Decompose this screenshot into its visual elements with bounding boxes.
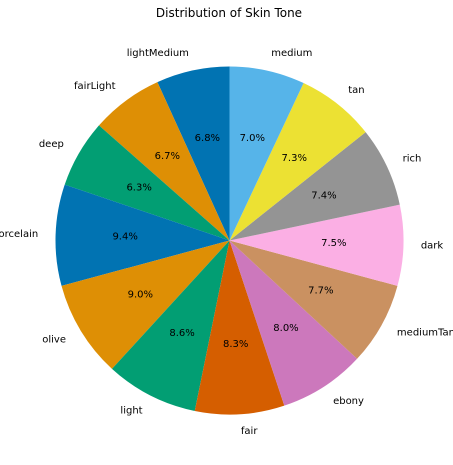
chart-title: Distribution of Skin Tone [156,6,302,20]
pie-slice-fair [194,240,285,415]
percent-label-deep: 6.3% [126,183,151,194]
pie-slice-deep [64,125,230,241]
category-label-fair: fair [241,426,258,437]
pie-slices [55,66,404,415]
category-label-lightMedium: lightMedium [127,48,189,59]
category-label-mediumTan: mediumTan [397,328,453,339]
pie-slice-dark [229,204,404,286]
percent-label-ebony: 8.0% [273,323,298,334]
category-label-olive: olive [42,334,66,345]
category-label-rich: rich [403,154,422,165]
pie-slice-mediumTan [229,240,398,359]
percent-label-medium: 7.0% [240,133,265,144]
category-label-tan: tan [348,85,364,96]
pie-slice-ebony [229,240,358,406]
pie-slice-fairLight [98,82,230,241]
category-label-dark: dark [421,240,444,251]
pie-slice-light [111,240,230,411]
pie-slice-medium [229,66,304,241]
pie-slice-porcelain [55,184,230,286]
percent-label-dark: 7.5% [321,238,346,249]
percent-label-porcelain: 9.4% [112,232,137,243]
percent-label-fair: 8.3% [223,339,248,350]
category-label-fairLight: fairLight [74,81,116,92]
percent-label-olive: 9.0% [128,289,153,300]
percent-label-light: 8.6% [169,328,194,339]
percent-label-lightMedium: 6.8% [195,133,220,144]
pie-slice-rich [229,132,400,241]
category-label-ebony: ebony [333,396,364,407]
percent-label-fairLight: 6.7% [155,151,180,162]
category-label-deep: deep [39,139,64,150]
pie-slice-lightMedium [157,66,230,241]
pie-percent-labels: 6.8% 6.7% 6.3% 9.4% 9.0% 8.6% 8.3% 8.0% 7.7% 7.5%… [112,133,346,350]
pie-slice-olive [61,240,230,369]
percent-label-mediumTan: 7.7% [308,286,333,297]
percent-label-tan: 7.3% [282,153,307,164]
category-label-light: light [120,406,142,417]
percent-label-rich: 7.4% [311,191,336,202]
pie-slice-tan [229,83,366,241]
category-label-medium: medium [271,48,312,59]
